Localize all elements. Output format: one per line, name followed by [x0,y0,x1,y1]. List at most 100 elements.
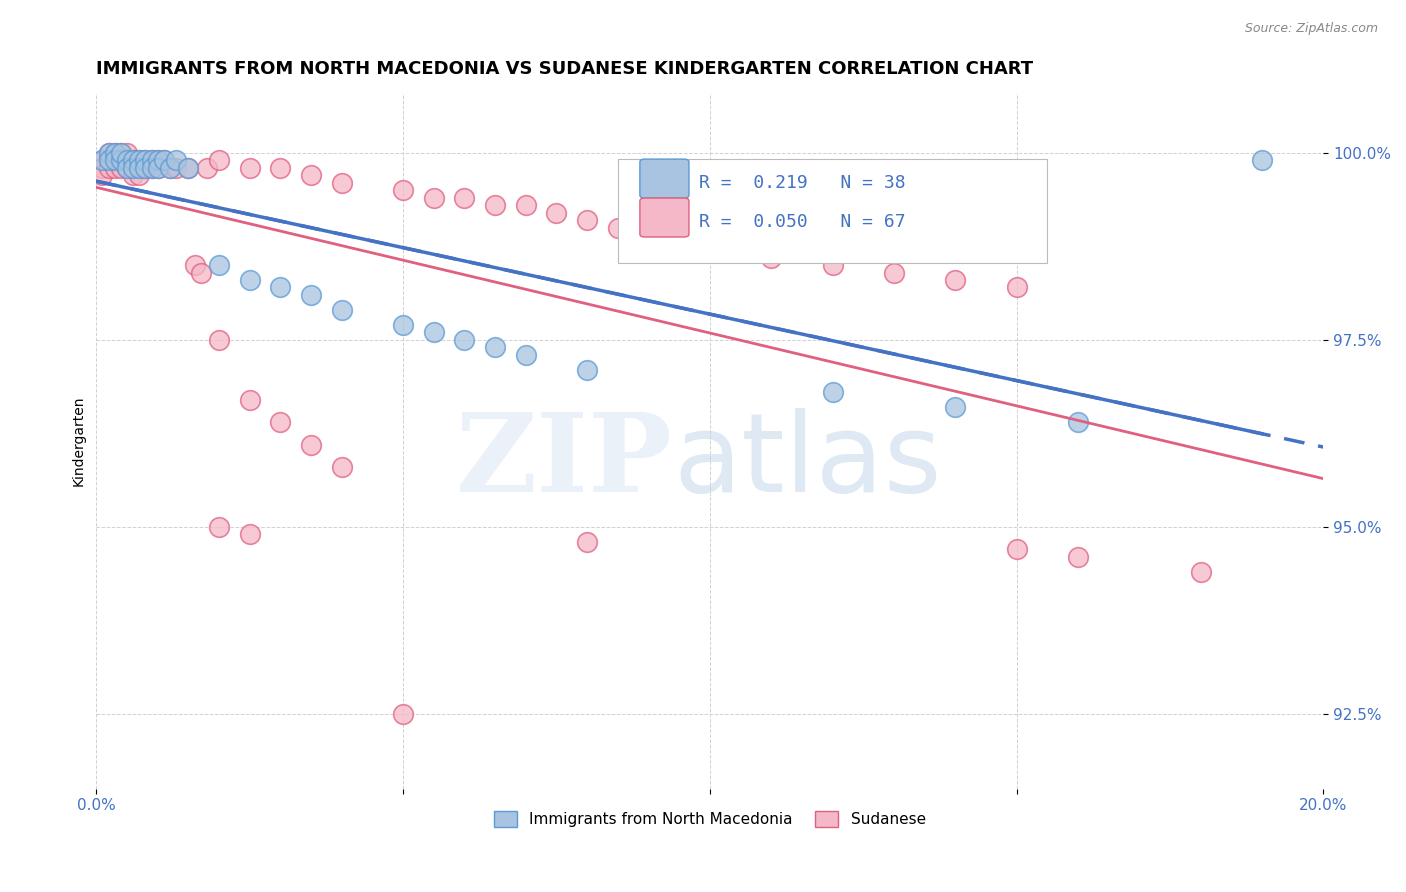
Point [190,266,212,280]
Point [484,198,506,212]
Point [392,706,415,721]
Point [668,235,690,250]
Point [1251,153,1274,168]
Text: ZIP: ZIP [457,409,673,516]
Point [128,169,150,183]
FancyBboxPatch shape [617,159,1047,263]
Point [141,153,163,168]
Point [141,161,163,175]
Point [239,392,262,407]
Point [1067,415,1090,429]
Point [453,333,475,347]
Point [177,161,200,175]
Point [392,183,415,197]
Point [115,145,138,160]
Point [146,153,169,168]
Point [104,153,127,168]
Point [576,213,599,227]
Point [134,153,156,168]
Point [134,161,156,175]
Point [128,153,150,168]
Point [1005,280,1028,294]
Point [146,153,169,168]
Point [883,266,905,280]
Point [115,153,138,168]
Point [637,228,659,243]
Point [515,198,537,212]
Point [423,191,446,205]
Point [239,161,262,175]
Point [208,333,231,347]
Point [146,161,169,175]
Point [91,153,114,168]
Point [91,169,114,183]
Point [104,161,127,175]
Point [104,145,127,160]
Legend: Immigrants from North Macedonia, Sudanese: Immigrants from North Macedonia, Sudanes… [488,805,932,833]
Point [299,288,322,302]
Point [115,161,138,175]
Point [122,153,145,168]
Text: R =  0.219   N = 38: R = 0.219 N = 38 [699,175,905,193]
FancyBboxPatch shape [640,159,689,198]
Point [110,153,132,168]
Point [165,161,187,175]
Point [153,153,176,168]
Point [453,191,475,205]
Point [208,520,231,534]
Point [91,161,114,175]
Point [1189,565,1212,579]
Point [97,153,120,168]
Point [165,153,187,168]
Point [208,258,231,272]
Point [177,161,200,175]
Point [546,205,568,219]
Point [821,385,844,400]
Point [146,161,169,175]
Point [115,161,138,175]
Point [159,161,181,175]
Point [128,153,150,168]
Point [110,161,132,175]
Point [128,161,150,175]
Point [484,340,506,354]
Point [110,145,132,160]
Point [97,145,120,160]
Point [122,161,145,175]
Y-axis label: Kindergarten: Kindergarten [72,395,86,486]
Point [821,258,844,272]
Point [104,153,127,168]
Point [269,280,291,294]
Point [606,220,628,235]
Point [330,459,353,474]
Point [97,145,120,160]
Point [134,153,156,168]
Point [110,145,132,160]
Point [153,153,176,168]
Text: atlas: atlas [673,409,942,516]
Point [141,161,163,175]
Point [208,153,231,168]
Point [128,161,150,175]
Point [183,258,205,272]
Point [1067,549,1090,564]
Point [759,251,782,265]
Text: R =  0.050   N = 67: R = 0.050 N = 67 [699,213,905,231]
Point [115,153,138,168]
Point [122,153,145,168]
Point [159,161,181,175]
Point [576,534,599,549]
Text: IMMIGRANTS FROM NORTH MACEDONIA VS SUDANESE KINDERGARTEN CORRELATION CHART: IMMIGRANTS FROM NORTH MACEDONIA VS SUDAN… [97,60,1033,78]
Point [330,176,353,190]
Point [392,318,415,332]
Point [576,363,599,377]
Point [104,145,127,160]
Point [91,153,114,168]
Point [330,302,353,317]
Point [239,527,262,541]
Point [699,243,721,257]
Point [141,153,163,168]
Point [943,400,966,414]
Point [97,153,120,168]
Point [110,153,132,168]
